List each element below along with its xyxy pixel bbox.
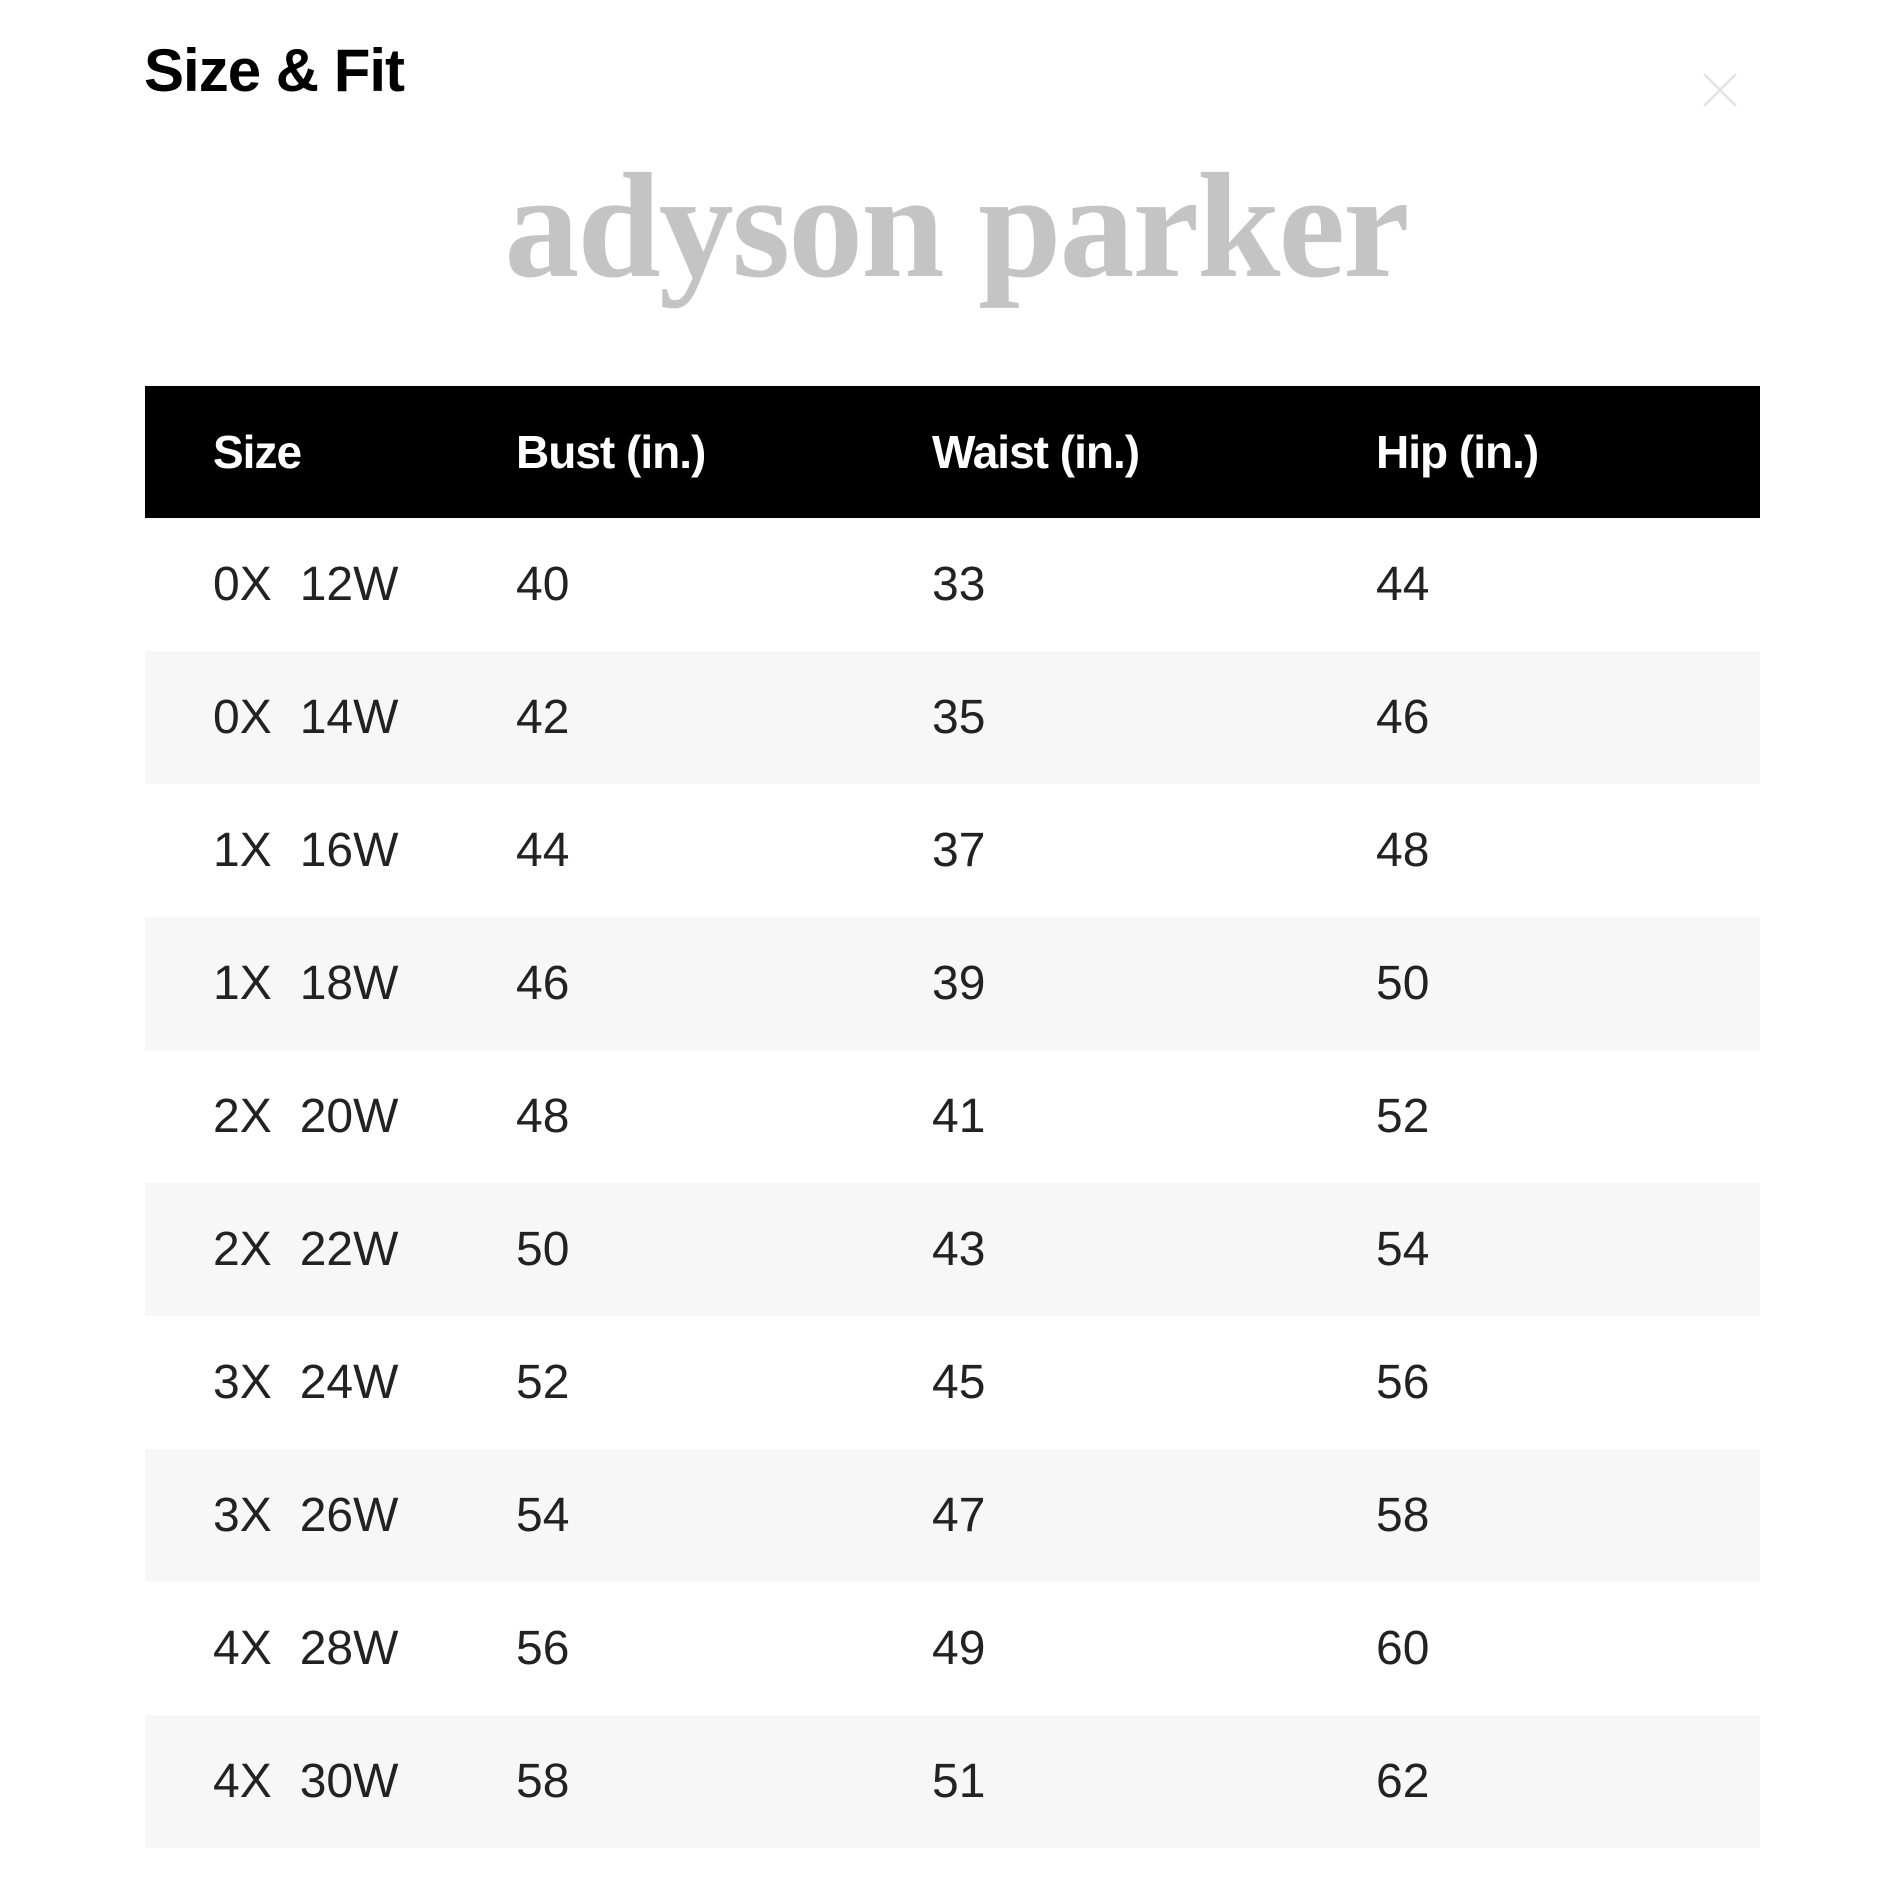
table-row: 3X 26W 54 47 58 (145, 1449, 1760, 1582)
cell-bust: 44 (516, 824, 570, 877)
size-womens: 16W (299, 824, 399, 877)
cell-bust: 54 (516, 1449, 932, 1582)
table-row: 0X 14W 42 35 46 (145, 651, 1760, 784)
size-womens: 22W (299, 1223, 399, 1276)
table-row: 1X 16W 44 37 48 (145, 784, 1760, 917)
cell-size: 2X 22W (145, 1183, 516, 1316)
cell-bust: 52 (516, 1356, 570, 1409)
cell-size: 4X 28W (145, 1582, 516, 1715)
cell-waist: 51 (932, 1715, 1376, 1848)
cell-waist: 43 (932, 1183, 1376, 1316)
size-letter: 2X (213, 1223, 272, 1276)
cell-waist: 41 (932, 1090, 986, 1143)
cell-waist: 45 (932, 1356, 986, 1409)
cell-hip: 58 (1376, 1449, 1760, 1582)
size-womens: 26W (299, 1489, 399, 1542)
size-chart-table: Size Bust (in.) Waist (in.) Hip (in.) 0X… (145, 386, 1760, 1848)
cell-waist: 47 (932, 1449, 1376, 1582)
header-size: Size (145, 386, 516, 518)
cell-hip: 50 (1376, 917, 1760, 1050)
cell-size: 3X 24W (145, 1316, 516, 1449)
size-letter: 3X (213, 1356, 272, 1409)
cell-waist: 39 (932, 917, 1376, 1050)
cell-hip: 44 (1376, 558, 1430, 611)
size-letter: 1X (213, 957, 272, 1010)
size-letter: 4X (213, 1622, 272, 1675)
cell-size: 1X 18W (145, 917, 516, 1050)
size-letter: 4X (213, 1755, 272, 1808)
cell-bust: 48 (516, 1090, 570, 1143)
dialog-title: Size & Fit (144, 37, 405, 104)
table-row: 3X 24W 52 45 56 (145, 1316, 1760, 1449)
cell-hip: 52 (1376, 1090, 1430, 1143)
cell-hip: 62 (1376, 1715, 1760, 1848)
table-header-row: Size Bust (in.) Waist (in.) Hip (in.) (145, 386, 1760, 518)
cell-size: 0X 12W (145, 518, 516, 651)
brand-logo: adyson parker (504, 143, 1409, 309)
cell-hip: 48 (1376, 824, 1430, 877)
close-icon (1703, 73, 1737, 107)
close-button[interactable] (1700, 70, 1740, 110)
size-womens: 24W (299, 1356, 399, 1409)
cell-waist: 35 (932, 651, 1376, 784)
header-waist: Waist (in.) (932, 386, 1376, 518)
cell-size: 0X 14W (145, 651, 516, 784)
size-letter: 2X (213, 1090, 272, 1143)
table-row: 2X 20W 48 41 52 (145, 1050, 1760, 1183)
size-letter: 1X (213, 824, 272, 877)
cell-bust: 50 (516, 1183, 932, 1316)
table-row: 1X 18W 46 39 50 (145, 917, 1760, 1050)
size-womens: 14W (299, 691, 399, 744)
header-bust: Bust (in.) (516, 386, 932, 518)
size-womens: 30W (299, 1755, 399, 1808)
cell-waist: 49 (932, 1622, 986, 1675)
table-row: 4X 28W 56 49 60 (145, 1582, 1760, 1715)
size-letter: 3X (213, 1489, 272, 1542)
size-letter: 0X (213, 691, 272, 744)
size-womens: 12W (299, 558, 399, 611)
table-row: 2X 22W 50 43 54 (145, 1183, 1760, 1316)
table-row: 0X 12W 40 33 44 (145, 518, 1760, 651)
cell-size: 2X 20W (145, 1050, 516, 1183)
size-womens: 18W (299, 957, 399, 1010)
cell-size: 1X 16W (145, 784, 516, 917)
cell-bust: 56 (516, 1622, 570, 1675)
cell-bust: 40 (516, 558, 570, 611)
size-letter: 0X (213, 558, 272, 611)
cell-hip: 60 (1376, 1622, 1430, 1675)
cell-waist: 33 (932, 558, 986, 611)
size-womens: 28W (299, 1622, 399, 1675)
cell-hip: 46 (1376, 651, 1760, 784)
cell-size: 4X 30W (145, 1715, 516, 1848)
cell-hip: 56 (1376, 1356, 1430, 1409)
cell-hip: 54 (1376, 1183, 1760, 1316)
cell-bust: 42 (516, 651, 932, 784)
cell-bust: 46 (516, 917, 932, 1050)
cell-size: 3X 26W (145, 1449, 516, 1582)
table-row: 4X 30W 58 51 62 (145, 1715, 1760, 1848)
cell-waist: 37 (932, 824, 986, 877)
header-hip: Hip (in.) (1376, 386, 1760, 518)
size-womens: 20W (299, 1090, 399, 1143)
cell-bust: 58 (516, 1715, 932, 1848)
